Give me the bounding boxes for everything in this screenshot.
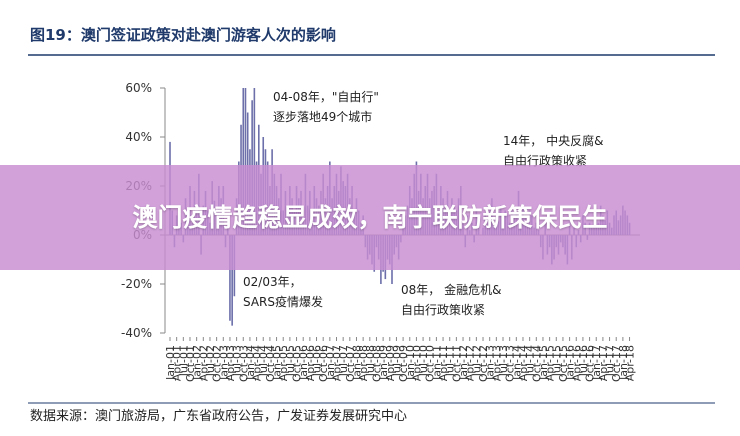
x-tick-label: Apr-10	[410, 345, 423, 381]
x-tick-label: Apr-08	[357, 345, 370, 381]
x-tick-label: Apr-12	[464, 345, 477, 381]
overlay-text: 澳门疫情趋稳显成效，南宁联防新策保民生	[132, 202, 608, 232]
annotation: 14年， 中央反腐&	[503, 133, 603, 148]
annotations: 04-08年，"自由行" 逐步落地49个城市 14年， 中央反腐&自由行政策收紧 02…	[243, 90, 603, 317]
bar	[231, 235, 233, 326]
x-tick-label: Jan-11	[430, 345, 443, 381]
annotation: SARS疫情爆发	[243, 294, 323, 309]
x-tick-label: Jan-01	[164, 345, 177, 381]
x-tick-label: Jan-10	[404, 345, 417, 381]
x-tick-label: Oct-12	[477, 345, 490, 382]
annotation: 04-08年，"自由行"	[273, 90, 379, 104]
x-tick-label: Jan-14	[510, 345, 523, 381]
bar	[244, 88, 247, 235]
x-tick-label: Jul-05	[284, 345, 297, 377]
x-tick-label: Oct-14	[530, 345, 543, 382]
x-tick-label: Jul-07	[337, 345, 350, 377]
x-tick-label: Jul-01	[177, 345, 190, 377]
chart-title: 图19：澳门签证政策对赴澳门游客人次的影响	[30, 26, 336, 44]
x-tick-label: Apr-16	[570, 345, 583, 381]
x-tick-label: Jan-02	[191, 345, 204, 381]
x-tick-label: Apr-11	[437, 345, 450, 381]
x-tick-label: Jan-04	[244, 345, 257, 381]
x-tick-label: Oct-16	[584, 345, 597, 382]
x-tick-label: Apr-09	[384, 345, 397, 381]
x-tick-label: Jan-12	[457, 345, 470, 381]
source: 数据来源：澳门旅游局，广东省政府公告，广发证券发展研究中心	[30, 408, 407, 424]
x-tick-label: Jan-13	[484, 345, 497, 381]
x-tick-label: Apr-02	[197, 345, 210, 381]
bar	[229, 235, 231, 321]
x-tick-label: Jul-11	[444, 345, 457, 377]
x-tick-label: Jul-06	[311, 345, 324, 377]
x-tick-label: Jul-15	[550, 345, 563, 377]
x-tick-label: Oct-09	[397, 345, 410, 382]
x-tick-label: Jul-03	[231, 345, 244, 377]
annotation: 02/03年，	[243, 275, 302, 289]
bar	[253, 88, 256, 235]
annotation: 08年， 金融危机&	[401, 282, 501, 297]
x-tick-label: Oct-04	[264, 345, 277, 382]
x-tick-label: Apr-17	[597, 345, 610, 381]
x-tick-label: Jul-13	[497, 345, 510, 377]
annotation: 逐步落地49个城市	[273, 109, 372, 124]
x-tick-label: Apr-05	[277, 345, 290, 381]
x-tick-label: Apr-06	[304, 345, 317, 381]
x-tick-label: Jan-07	[324, 345, 337, 381]
x-tick-label: Oct-17	[610, 345, 623, 382]
x-tick-label: Jul-14	[524, 345, 537, 377]
x-tick-label: Apr-13	[490, 345, 503, 381]
x-tick-label: Jan-03	[217, 345, 230, 381]
x-tick-label: Apr-15	[544, 345, 557, 381]
x-tick-label: Jan-18	[617, 345, 630, 381]
x-tick-label: Jan-06	[297, 345, 310, 381]
x-tick-label: Jul-12	[470, 345, 483, 377]
overlay-banner: 澳门疫情趋稳显成效，南宁联防新策保民生	[0, 165, 740, 270]
x-tick-label: Oct-06	[317, 345, 330, 382]
x-tick-label: Apr-03	[224, 345, 237, 381]
x-tick-label: Oct-13	[504, 345, 517, 382]
x-tick-label: Oct-08	[370, 345, 383, 382]
x-tick-label: Jan-15	[537, 345, 550, 381]
x-tick-label: Jul-17	[604, 345, 617, 377]
x-tick-label: Apr-01	[171, 345, 184, 381]
x-tick-label: Jan-08	[350, 345, 363, 381]
x-tick-label: Apr-07	[331, 345, 344, 381]
x-tick-label: Oct-01	[184, 345, 197, 382]
x-tick-label: Oct-07	[344, 345, 357, 382]
y-tick-label: 40%	[125, 130, 152, 144]
x-tick-label: Jul-16	[577, 345, 590, 377]
annotation: 自由行政策收紧	[401, 303, 485, 317]
x-tick-label: Apr-14	[517, 345, 530, 381]
x-tick-label: Jul-08	[364, 345, 377, 377]
x-tick-label: Oct-03	[237, 345, 250, 382]
x-tick-label: Apr-04	[251, 345, 264, 381]
x-tick-label: Jul-09	[390, 345, 403, 377]
x-tick-label: Jan-17	[590, 345, 603, 381]
x-tick-label: Oct-11	[450, 345, 463, 382]
x-tick-label: Jan-16	[564, 345, 577, 381]
x-tick-label: Oct-02	[211, 345, 224, 382]
x-tick-label: Oct-15	[557, 345, 570, 382]
x-tick-label: Oct-10	[424, 345, 437, 382]
x-tick-label: Apr-18	[624, 345, 637, 381]
y-tick-label: -20%	[121, 277, 152, 291]
x-tick-label: Jul-04	[257, 345, 270, 377]
x-tick-label: Jan-05	[271, 345, 284, 381]
x-tick-label: Oct-05	[291, 345, 304, 382]
x-tick-label: Jul-02	[204, 345, 217, 377]
x-tick-label: Jan-09	[377, 345, 390, 381]
annotation: 自由行政策收紧	[503, 154, 587, 168]
x-tick-label: Jul-10	[417, 345, 430, 377]
y-tick-label: -40%	[121, 326, 152, 340]
y-tick-label: 60%	[125, 81, 152, 95]
bar	[242, 88, 245, 235]
